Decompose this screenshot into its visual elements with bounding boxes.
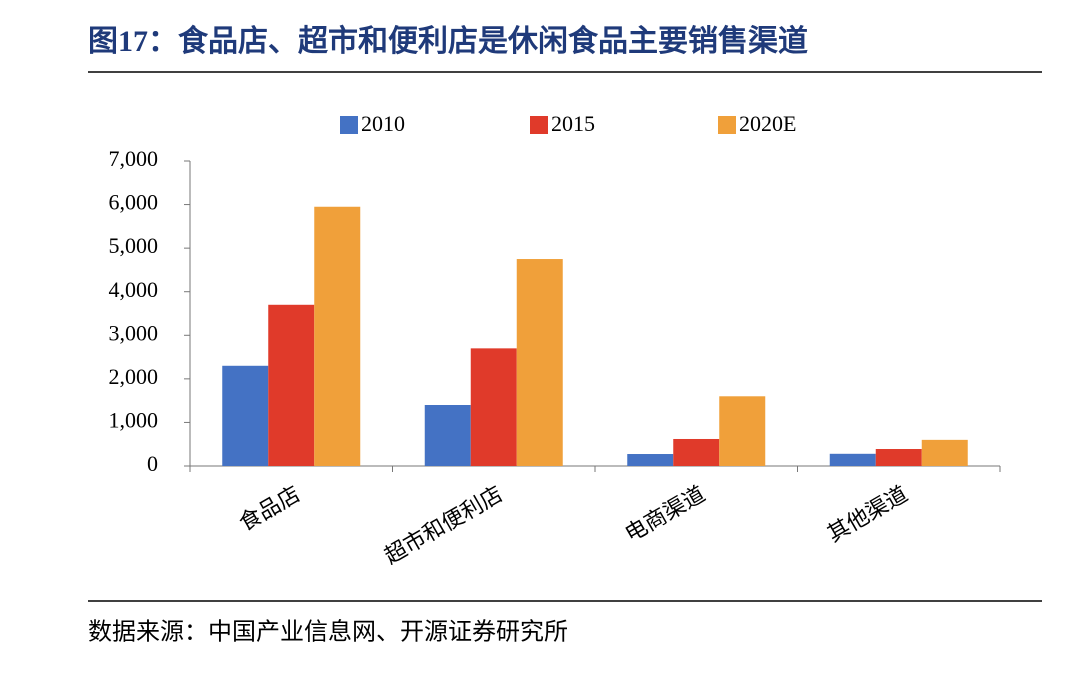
y-tick-label: 6,000 [109, 190, 159, 215]
bar [921, 439, 968, 466]
bar [222, 365, 269, 466]
legend-swatch [530, 116, 548, 134]
chart-title: 图17：食品店、超市和便利店是休闲食品主要销售渠道 [88, 24, 808, 58]
bar [268, 304, 315, 466]
y-tick-label: 1,000 [109, 407, 159, 432]
y-tick-label: 5,000 [109, 233, 159, 258]
legend-swatch [718, 116, 736, 134]
legend-label: 2020E [739, 111, 796, 136]
bar [829, 453, 876, 466]
y-tick-label: 0 [147, 451, 158, 476]
x-tick-label: 电商渠道 [621, 481, 710, 547]
y-tick-label: 7,000 [109, 146, 159, 171]
x-tick-label: 超市和便利店 [380, 481, 507, 569]
bar [875, 449, 922, 466]
bar [424, 405, 471, 466]
bar [719, 396, 766, 466]
legend-swatch [340, 116, 358, 134]
y-tick-label: 2,000 [109, 364, 159, 389]
x-tick-label: 食品店 [235, 481, 305, 536]
bar [314, 206, 361, 466]
source-note: 数据来源：中国产业信息网、开源证券研究所 [88, 619, 568, 646]
legend-label: 2015 [551, 111, 595, 136]
x-tick-label: 其他渠道 [823, 481, 912, 547]
bar [673, 438, 720, 466]
bar [516, 259, 563, 466]
bar [470, 348, 517, 466]
bar [627, 454, 674, 466]
y-tick-label: 4,000 [109, 277, 159, 302]
y-tick-label: 3,000 [109, 320, 159, 345]
legend-label: 2010 [361, 111, 405, 136]
